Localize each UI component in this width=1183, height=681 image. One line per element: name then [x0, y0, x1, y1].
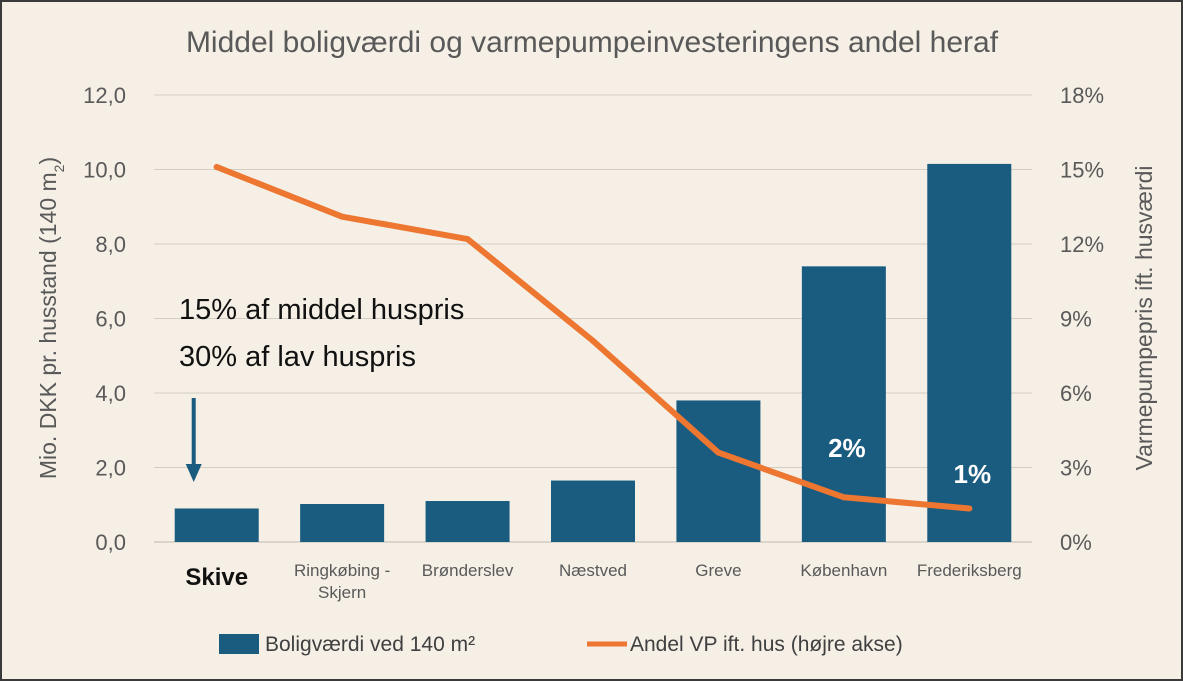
left-axis-title-main: Mio. DKK pr. husstand (140 m	[35, 172, 61, 479]
category-label: Greve	[695, 561, 741, 580]
left-tick-label: 4,0	[95, 381, 126, 406]
right-tick-label: 18%	[1060, 83, 1104, 108]
line-point	[213, 164, 220, 171]
left-tick-label: 6,0	[95, 307, 126, 332]
bar	[174, 508, 259, 542]
left-axis-ticks: 0,0 2,0 4,0 6,0 8,0 10,0 12,0	[83, 83, 126, 555]
right-tick-label: 6%	[1060, 381, 1092, 406]
category-label-line: Skjern	[318, 583, 366, 602]
category-label: Brønderslev	[422, 561, 514, 580]
left-axis-title-suffix: )	[35, 157, 61, 165]
data-label: 1%	[953, 459, 991, 489]
gridlines	[154, 94, 1032, 543]
left-tick-label: 0,0	[95, 530, 126, 555]
left-tick-label: 12,0	[83, 83, 126, 108]
left-tick-label: 2,0	[95, 456, 126, 481]
line-series	[213, 164, 973, 512]
annotation-text: 30% af lav huspris	[179, 341, 416, 373]
data-labels: 2% 1%	[828, 433, 991, 489]
right-tick-label: 12%	[1060, 232, 1104, 257]
category-label: Skive	[185, 564, 248, 591]
line-point	[339, 213, 346, 220]
bar	[300, 504, 385, 542]
bar	[551, 480, 635, 542]
right-axis-ticks: 0% 3% 6% 9% 12% 15% 18%	[1060, 83, 1104, 555]
left-axis-title: Mio. DKK pr. husstand (140 m2)	[35, 157, 67, 479]
bar-series	[174, 163, 1012, 542]
right-tick-label: 15%	[1060, 158, 1104, 183]
category-label-line: Brønderslev	[422, 561, 514, 580]
left-axis-title-subscript: 2	[51, 164, 67, 172]
bar	[676, 400, 761, 542]
line-point	[840, 494, 847, 501]
annotation-text: 15% af middel huspris	[179, 294, 464, 326]
left-tick-label: 8,0	[95, 232, 126, 257]
category-labels: Skive Ringkøbing - Skjern Brønderslev Næstve…	[185, 561, 1021, 602]
line-point	[715, 449, 722, 456]
legend: Boligværdi ved 140 m² Andel VP ift. hus (…	[219, 633, 903, 656]
category-label-line: Frederiksberg	[917, 561, 1022, 580]
bar	[927, 163, 1012, 542]
line-point	[966, 505, 973, 512]
line-point	[590, 337, 596, 344]
category-label: Frederiksberg	[917, 561, 1022, 580]
data-label: 2%	[828, 433, 866, 463]
category-label-line: Næstved	[559, 561, 627, 580]
annotations: 15% af middel huspris 30% af lav huspris	[179, 294, 464, 373]
legend-swatch-bar	[219, 634, 259, 654]
category-label-line: Greve	[695, 561, 741, 580]
category-label-line: København	[800, 561, 887, 580]
arrow-head	[185, 464, 202, 482]
right-tick-label: 3%	[1060, 456, 1092, 481]
skive-arrow	[185, 398, 202, 482]
right-tick-label: 0%	[1060, 530, 1092, 555]
right-axis-title: Varmepumpepris ift. husværdi	[1131, 165, 1157, 470]
category-label: Næstved	[559, 561, 627, 580]
category-label-line: Skive	[185, 564, 248, 591]
legend-label-bar: Boligværdi ved 140 m²	[265, 633, 475, 656]
category-label: Ringkøbing - Skjern	[294, 561, 390, 602]
left-tick-label: 10,0	[83, 158, 126, 183]
category-label-line: Ringkøbing -	[294, 561, 390, 580]
legend-label-line: Andel VP ift. hus (højre akse)	[630, 633, 903, 656]
chart-title: Middel boligværdi og varmepumpeinvesteri…	[186, 26, 999, 59]
right-tick-label: 9%	[1060, 307, 1092, 332]
bar	[425, 501, 510, 542]
line-point	[464, 236, 471, 243]
category-label: København	[800, 561, 887, 580]
